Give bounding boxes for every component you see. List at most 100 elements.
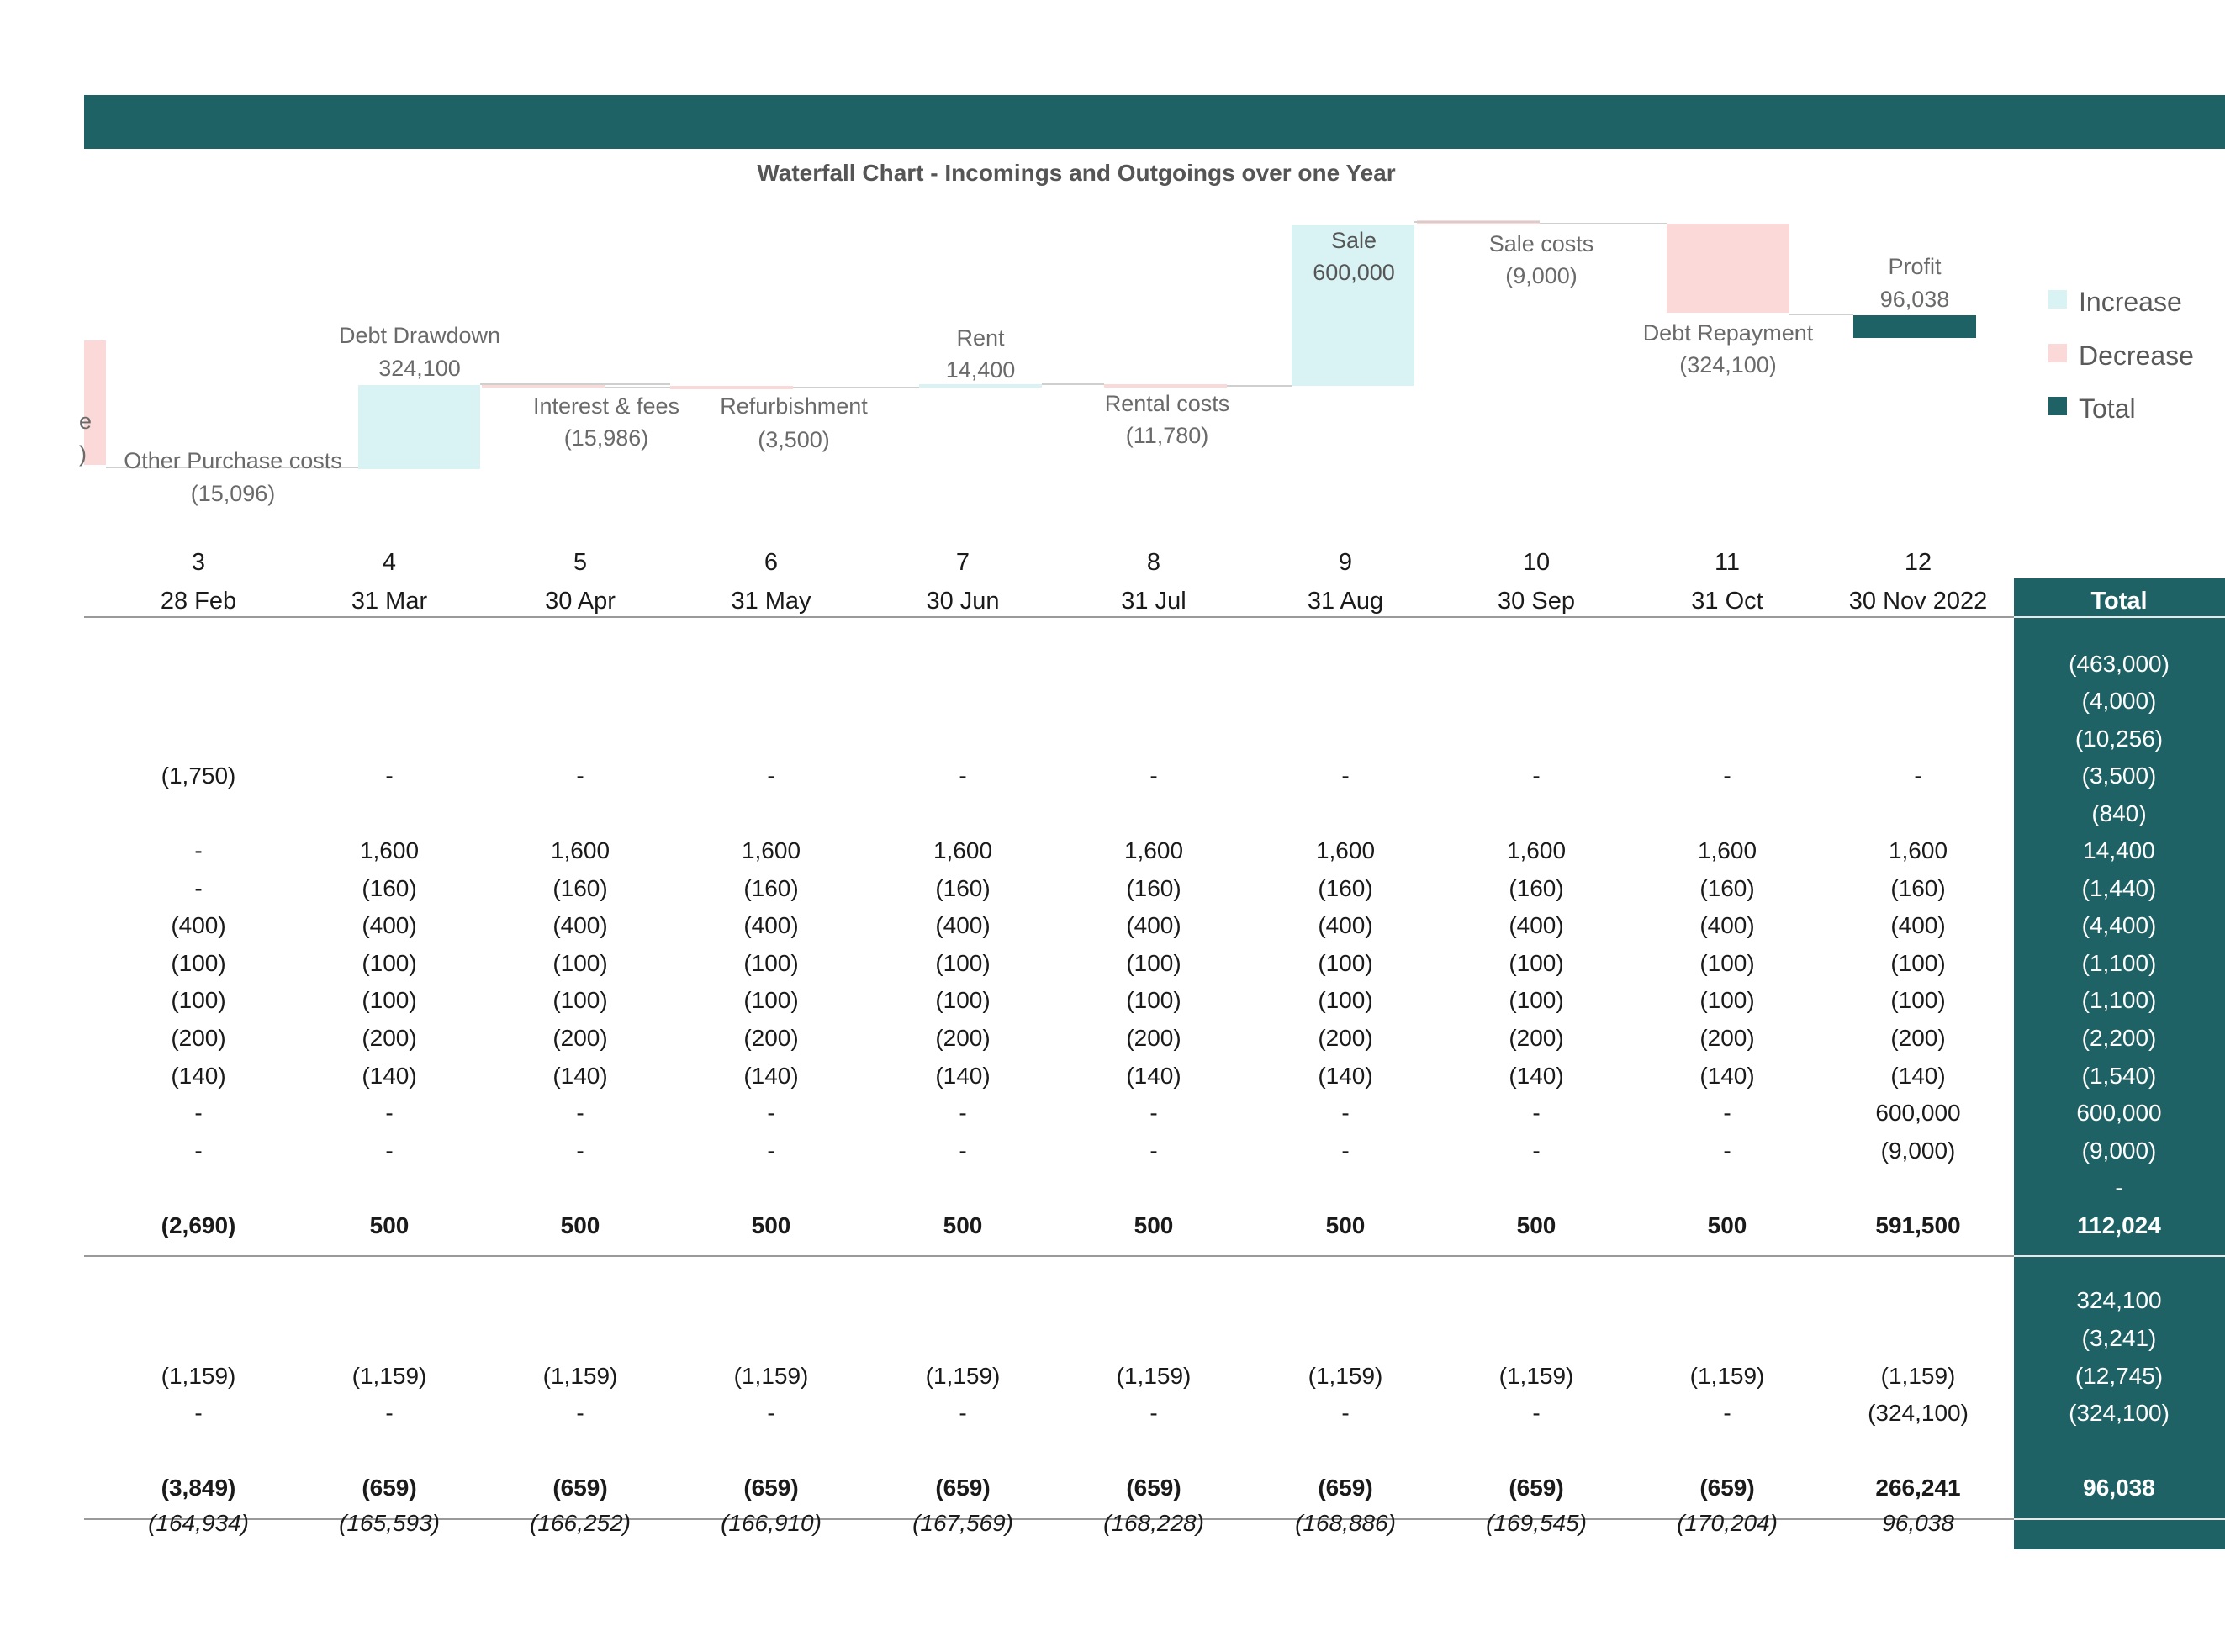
period-date: 30 Apr xyxy=(545,588,616,615)
table-cell: - xyxy=(1341,1137,1350,1164)
table-cell: - xyxy=(1149,763,1158,789)
table-cell: - xyxy=(576,1137,584,1164)
bar-refurbishment xyxy=(670,386,793,389)
table-cell: 591,500 xyxy=(1875,1212,1961,1238)
table-cell: - xyxy=(767,1400,775,1426)
bar-debt-repayment xyxy=(1667,224,1789,313)
table-cell: (140) xyxy=(1126,1063,1181,1089)
label-other-purchase-name: Other Purchase costs xyxy=(124,448,342,473)
total-cell: (1,440) xyxy=(2081,875,2157,901)
header-bar xyxy=(84,95,2225,149)
label-sale-costs-name: Sale costs xyxy=(1489,231,1594,256)
table-cell: (100) xyxy=(935,950,991,976)
label-debt-repayment-value: (324,100) xyxy=(1679,352,1777,377)
total-cell: (1,100) xyxy=(2081,950,2157,976)
table-cell: (100) xyxy=(1890,987,1946,1013)
table-cell: (400) xyxy=(552,912,608,938)
bar-rent xyxy=(919,384,1042,388)
table-cell: (100) xyxy=(1318,950,1373,976)
table-cell: - xyxy=(1532,1100,1541,1126)
legend-total: Total xyxy=(2079,393,2136,424)
table-cell: (100) xyxy=(1509,987,1564,1013)
table-cell: - xyxy=(1149,1137,1158,1164)
label-sale-costs-value: (9,000) xyxy=(1505,263,1578,288)
bar-connectors xyxy=(106,221,1853,468)
total-cell: 96,038 xyxy=(2083,1475,2155,1501)
table-cell: (659) xyxy=(1699,1475,1755,1501)
table-cell: - xyxy=(1341,1400,1350,1426)
table-cell: 500 xyxy=(1325,1212,1366,1238)
table-cell: (168,886) xyxy=(1295,1510,1396,1536)
table-divider xyxy=(84,1255,2014,1257)
total-column-background xyxy=(2014,578,2225,1551)
table-cell: (167,569) xyxy=(912,1510,1013,1536)
table-cell: - xyxy=(1532,763,1541,789)
table-cell: 1,600 xyxy=(741,837,801,863)
table-cell: (1,159) xyxy=(1308,1363,1383,1389)
table-cell: 500 xyxy=(369,1212,410,1238)
period-number: 11 xyxy=(1714,549,1741,576)
table-cell: (1,159) xyxy=(542,1363,618,1389)
table-cell: - xyxy=(385,1137,394,1164)
table-cell: (100) xyxy=(362,987,417,1013)
table-cell: (140) xyxy=(1509,1063,1564,1089)
table-cell: - xyxy=(1723,763,1731,789)
table-cell: - xyxy=(1149,1400,1158,1426)
table-cell: (164,934) xyxy=(148,1510,249,1536)
label-rent-name: Rent xyxy=(956,325,1005,351)
table-cell: (140) xyxy=(1890,1063,1946,1089)
table-cell: (160) xyxy=(1699,875,1755,901)
table-cell: (200) xyxy=(935,1025,991,1051)
table-cell: (400) xyxy=(935,912,991,938)
table-cell: (100) xyxy=(1126,987,1181,1013)
period-date: 30 Sep xyxy=(1498,588,1575,615)
table-cell: (200) xyxy=(362,1025,417,1051)
chart-legend: Increase Decrease Total xyxy=(2048,287,2194,424)
period-date: 31 Jul xyxy=(1121,588,1186,615)
label-profit-value: 96,038 xyxy=(1880,287,1950,312)
total-header: Total xyxy=(2090,588,2148,615)
legend-swatch-increase xyxy=(2048,290,2067,309)
total-cell: 324,100 xyxy=(2076,1287,2162,1313)
total-cell: 14,400 xyxy=(2083,837,2155,863)
table-cell: (2,690) xyxy=(161,1212,236,1238)
total-cell: (463,000) xyxy=(2069,651,2170,677)
label-debt-drawdown-value: 324,100 xyxy=(378,356,461,381)
table-cell: - xyxy=(1532,1137,1541,1164)
table-cell: - xyxy=(767,763,775,789)
table-cell: - xyxy=(385,763,394,789)
table-cell: (169,545) xyxy=(1486,1510,1587,1536)
table-cell: 500 xyxy=(1516,1212,1556,1238)
table-cell: (200) xyxy=(552,1025,608,1051)
table-cell: - xyxy=(576,1400,584,1426)
total-cell: (324,100) xyxy=(2069,1400,2170,1426)
legend-increase: Increase xyxy=(2079,287,2182,317)
table-cell: (200) xyxy=(1890,1025,1946,1051)
table-cell: 1,600 xyxy=(1123,837,1184,863)
table-cell: (100) xyxy=(552,987,608,1013)
table-cell: - xyxy=(576,763,584,789)
table-cell: 1,600 xyxy=(550,837,610,863)
table-cell: 96,038 xyxy=(1882,1510,1954,1536)
table-cell: - xyxy=(1341,763,1350,789)
period-number: 7 xyxy=(955,549,970,576)
table-cell: (140) xyxy=(1318,1063,1373,1089)
table-cell: - xyxy=(767,1137,775,1164)
table-cell: (1,159) xyxy=(1498,1363,1574,1389)
table-cell: (324,100) xyxy=(1868,1400,1969,1426)
table-cell: - xyxy=(576,1100,584,1126)
table-cell: (400) xyxy=(1509,912,1564,938)
table-cell: (160) xyxy=(1318,875,1373,901)
bar-sale xyxy=(1292,225,1414,386)
table-cell: - xyxy=(959,1400,967,1426)
table-cell: (165,593) xyxy=(339,1510,440,1536)
waterfall-chart: e ) Other Purchase costs (15,096) Debt D… xyxy=(79,220,2194,506)
label-refurbishment-name: Refurbishment xyxy=(720,393,868,419)
total-cell: (2,200) xyxy=(2081,1025,2157,1051)
table-cell: 500 xyxy=(751,1212,791,1238)
total-divider xyxy=(2014,1255,2225,1257)
table-cell: (168,228) xyxy=(1103,1510,1204,1536)
table-cell: (1,159) xyxy=(1689,1363,1765,1389)
bar-interest-fees xyxy=(482,383,605,388)
table-cell: 500 xyxy=(1134,1212,1174,1238)
